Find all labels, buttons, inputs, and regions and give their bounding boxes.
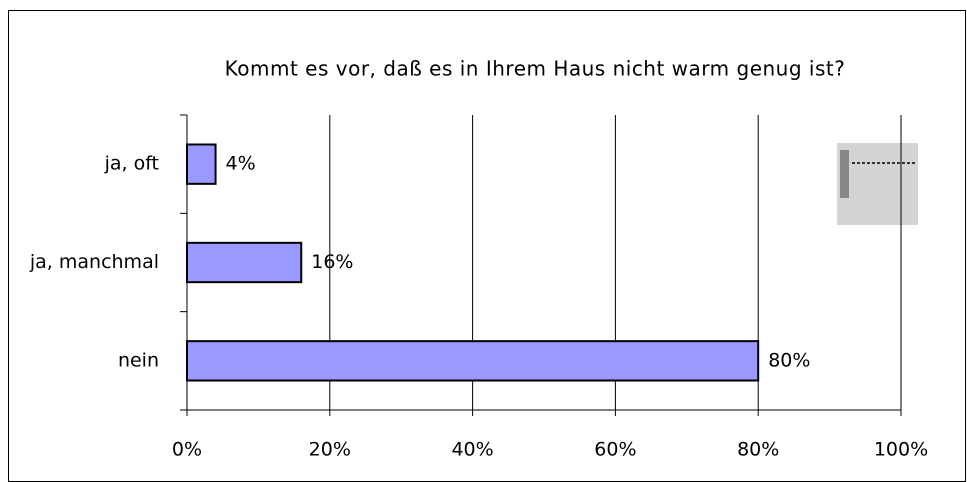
y-tick-label: nein [118, 349, 159, 371]
data-label: 16% [311, 251, 353, 273]
bar [186, 241, 303, 284]
x-tick-label: 80% [737, 439, 779, 461]
x-tick-label: 40% [451, 439, 493, 461]
legend-box [837, 143, 918, 225]
x-tick-label: 100% [874, 439, 928, 461]
chart-border [8, 10, 966, 482]
legend-background [837, 143, 918, 225]
data-label: 80% [768, 349, 810, 371]
legend-swatch [840, 150, 849, 198]
y-tick-label: ja, manchmal [29, 251, 159, 273]
x-tick-label: 60% [594, 439, 636, 461]
x-tick-label: 20% [309, 439, 351, 461]
bar [186, 143, 217, 185]
y-tick-label: ja, oft [104, 153, 159, 175]
chart-title: Kommt es vor, daß es in Ihrem Haus nicht… [225, 57, 846, 81]
data-label: 4% [226, 153, 256, 175]
bar [186, 340, 760, 382]
x-tick-label: 0% [172, 439, 202, 461]
